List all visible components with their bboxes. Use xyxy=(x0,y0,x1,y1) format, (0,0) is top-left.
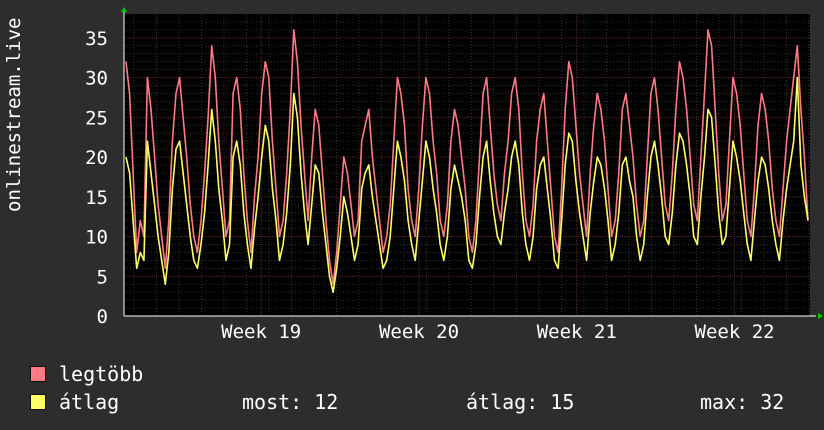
y-tick-label: 20 xyxy=(85,147,108,169)
series-line-avg xyxy=(125,76,809,294)
legend-swatch-avg xyxy=(30,394,46,410)
y-tick-label: 0 xyxy=(97,306,108,328)
legend-swatch-max xyxy=(30,366,46,382)
x-tick-label: Week 21 xyxy=(537,321,617,343)
y-tick-label: 30 xyxy=(85,68,108,90)
stat-max: max: 32 xyxy=(700,390,785,414)
y-axis-label: onlinestream.live xyxy=(3,17,25,212)
y-tick-label: 15 xyxy=(85,187,108,209)
x-tick-label: Week 20 xyxy=(379,321,459,343)
x-tick-label: Week 22 xyxy=(695,321,775,343)
legend-label-max: legtöbb xyxy=(59,362,144,386)
x-axis-arrow xyxy=(818,313,823,319)
stat-avg: átlag: 15 xyxy=(466,390,575,414)
y-tick-label: 5 xyxy=(97,266,108,288)
y-tick-label: 10 xyxy=(85,227,108,249)
series-line-max xyxy=(125,29,809,286)
stat-now: most: 12 xyxy=(242,390,339,414)
x-tick-label: Week 19 xyxy=(221,321,301,343)
y-tick-label: 25 xyxy=(85,107,108,129)
y-axis-arrow xyxy=(121,7,127,12)
legend-label-avg: átlag xyxy=(59,390,120,414)
y-tick-label: 35 xyxy=(85,28,108,50)
